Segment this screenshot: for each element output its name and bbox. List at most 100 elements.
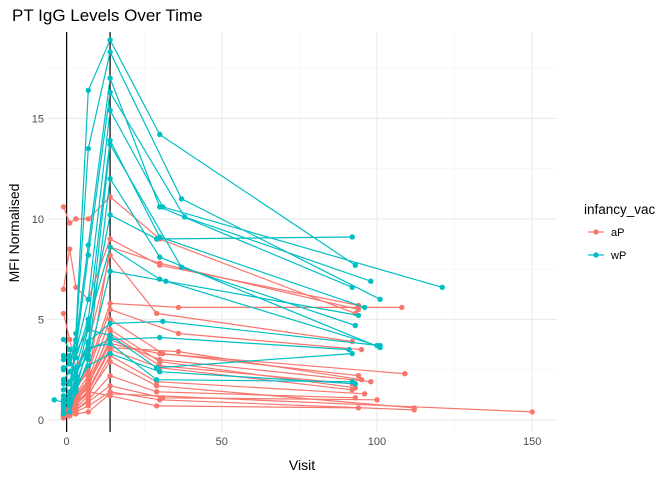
- major-gridlines: [48, 32, 557, 432]
- data-point: [175, 304, 182, 311]
- data-point: [153, 403, 160, 409]
- data-point: [153, 236, 160, 242]
- data-point: [60, 399, 67, 405]
- data-point: [107, 320, 113, 327]
- data-point: [107, 49, 113, 55]
- data-point: [73, 373, 79, 379]
- data-point: [349, 387, 355, 393]
- data-point: [73, 348, 79, 355]
- data-point: [352, 322, 358, 329]
- data-point: [368, 278, 374, 284]
- data-point: [355, 306, 362, 313]
- legend-item-wP: wP: [588, 250, 626, 262]
- data-point: [85, 338, 92, 345]
- data-point: [107, 176, 113, 182]
- data-point: [175, 348, 182, 355]
- data-point: [349, 350, 355, 357]
- data-point: [73, 367, 79, 373]
- y-axis-title: MFI Normalised: [6, 184, 22, 283]
- series-wP: [51, 37, 445, 417]
- data-point: [107, 37, 113, 43]
- data-point: [85, 326, 92, 333]
- data-point: [374, 397, 380, 403]
- data-point: [51, 397, 57, 403]
- data-point: [60, 403, 67, 409]
- data-point: [107, 107, 113, 114]
- data-point: [107, 332, 113, 339]
- data-point: [60, 310, 67, 317]
- data-point: [107, 194, 113, 200]
- data-point: [67, 369, 73, 375]
- data-point: [153, 389, 160, 395]
- data-point: [178, 196, 185, 202]
- data-point: [85, 409, 92, 415]
- data-point: [358, 377, 365, 383]
- data-point: [73, 284, 79, 290]
- data-point: [399, 304, 405, 311]
- data-point: [352, 395, 358, 401]
- data-point: [439, 284, 445, 290]
- data-point: [67, 399, 73, 405]
- data-point: [349, 234, 355, 240]
- data-point: [73, 389, 79, 395]
- series-aP: [60, 194, 535, 421]
- data-point: [355, 373, 362, 379]
- data-point: [85, 145, 92, 152]
- data-point: [67, 379, 73, 385]
- data-point: [85, 389, 92, 395]
- y-tick-label: 0: [38, 415, 44, 427]
- data-point: [411, 405, 417, 411]
- data-point: [107, 306, 113, 313]
- y-tick-label: 10: [32, 214, 44, 226]
- minor-gridlines: [48, 32, 557, 432]
- x-tick-label: 0: [64, 436, 70, 448]
- data-point: [60, 352, 67, 359]
- data-point: [60, 377, 67, 383]
- data-point: [85, 87, 92, 94]
- data-point: [73, 407, 79, 413]
- data-point: [73, 383, 79, 389]
- data-point: [85, 252, 92, 258]
- data-point: [85, 397, 92, 403]
- data-point: [85, 216, 92, 222]
- data-point: [60, 356, 67, 363]
- data-point: [67, 361, 73, 367]
- data-point: [107, 391, 113, 397]
- data-point: [107, 350, 113, 357]
- data-point: [349, 338, 355, 345]
- data-point: [85, 403, 92, 409]
- data-point: [107, 373, 113, 379]
- x-tick-label: 100: [368, 436, 386, 448]
- legend-title: infancy_vac: [584, 202, 656, 217]
- data-point: [60, 336, 67, 343]
- data-point: [85, 363, 92, 369]
- data-point: [107, 340, 113, 347]
- data-point: [153, 377, 160, 383]
- data-point: [60, 407, 67, 413]
- data-point: [107, 346, 113, 353]
- data-point: [107, 212, 113, 218]
- data-point: [67, 395, 73, 401]
- data-point: [67, 246, 73, 252]
- data-point: [153, 383, 160, 389]
- data-point: [60, 286, 67, 292]
- data-point: [107, 268, 113, 274]
- data-point: [85, 320, 92, 327]
- data-point: [175, 330, 182, 337]
- data-point: [181, 214, 188, 220]
- data-point: [368, 379, 374, 385]
- data-point: [107, 300, 113, 307]
- data-point: [60, 411, 67, 417]
- data-point: [73, 216, 79, 222]
- legend-key-point: [593, 252, 599, 258]
- data-point: [377, 296, 383, 302]
- data-point: [107, 89, 113, 96]
- data-point: [352, 381, 358, 387]
- data-point: [361, 391, 368, 397]
- data-point: [157, 334, 163, 341]
- chart-title: PT IgG Levels Over Time: [12, 6, 203, 25]
- data-point: [157, 260, 163, 266]
- data-point: [107, 75, 113, 81]
- series-layer: [51, 37, 535, 421]
- data-point: [73, 401, 79, 407]
